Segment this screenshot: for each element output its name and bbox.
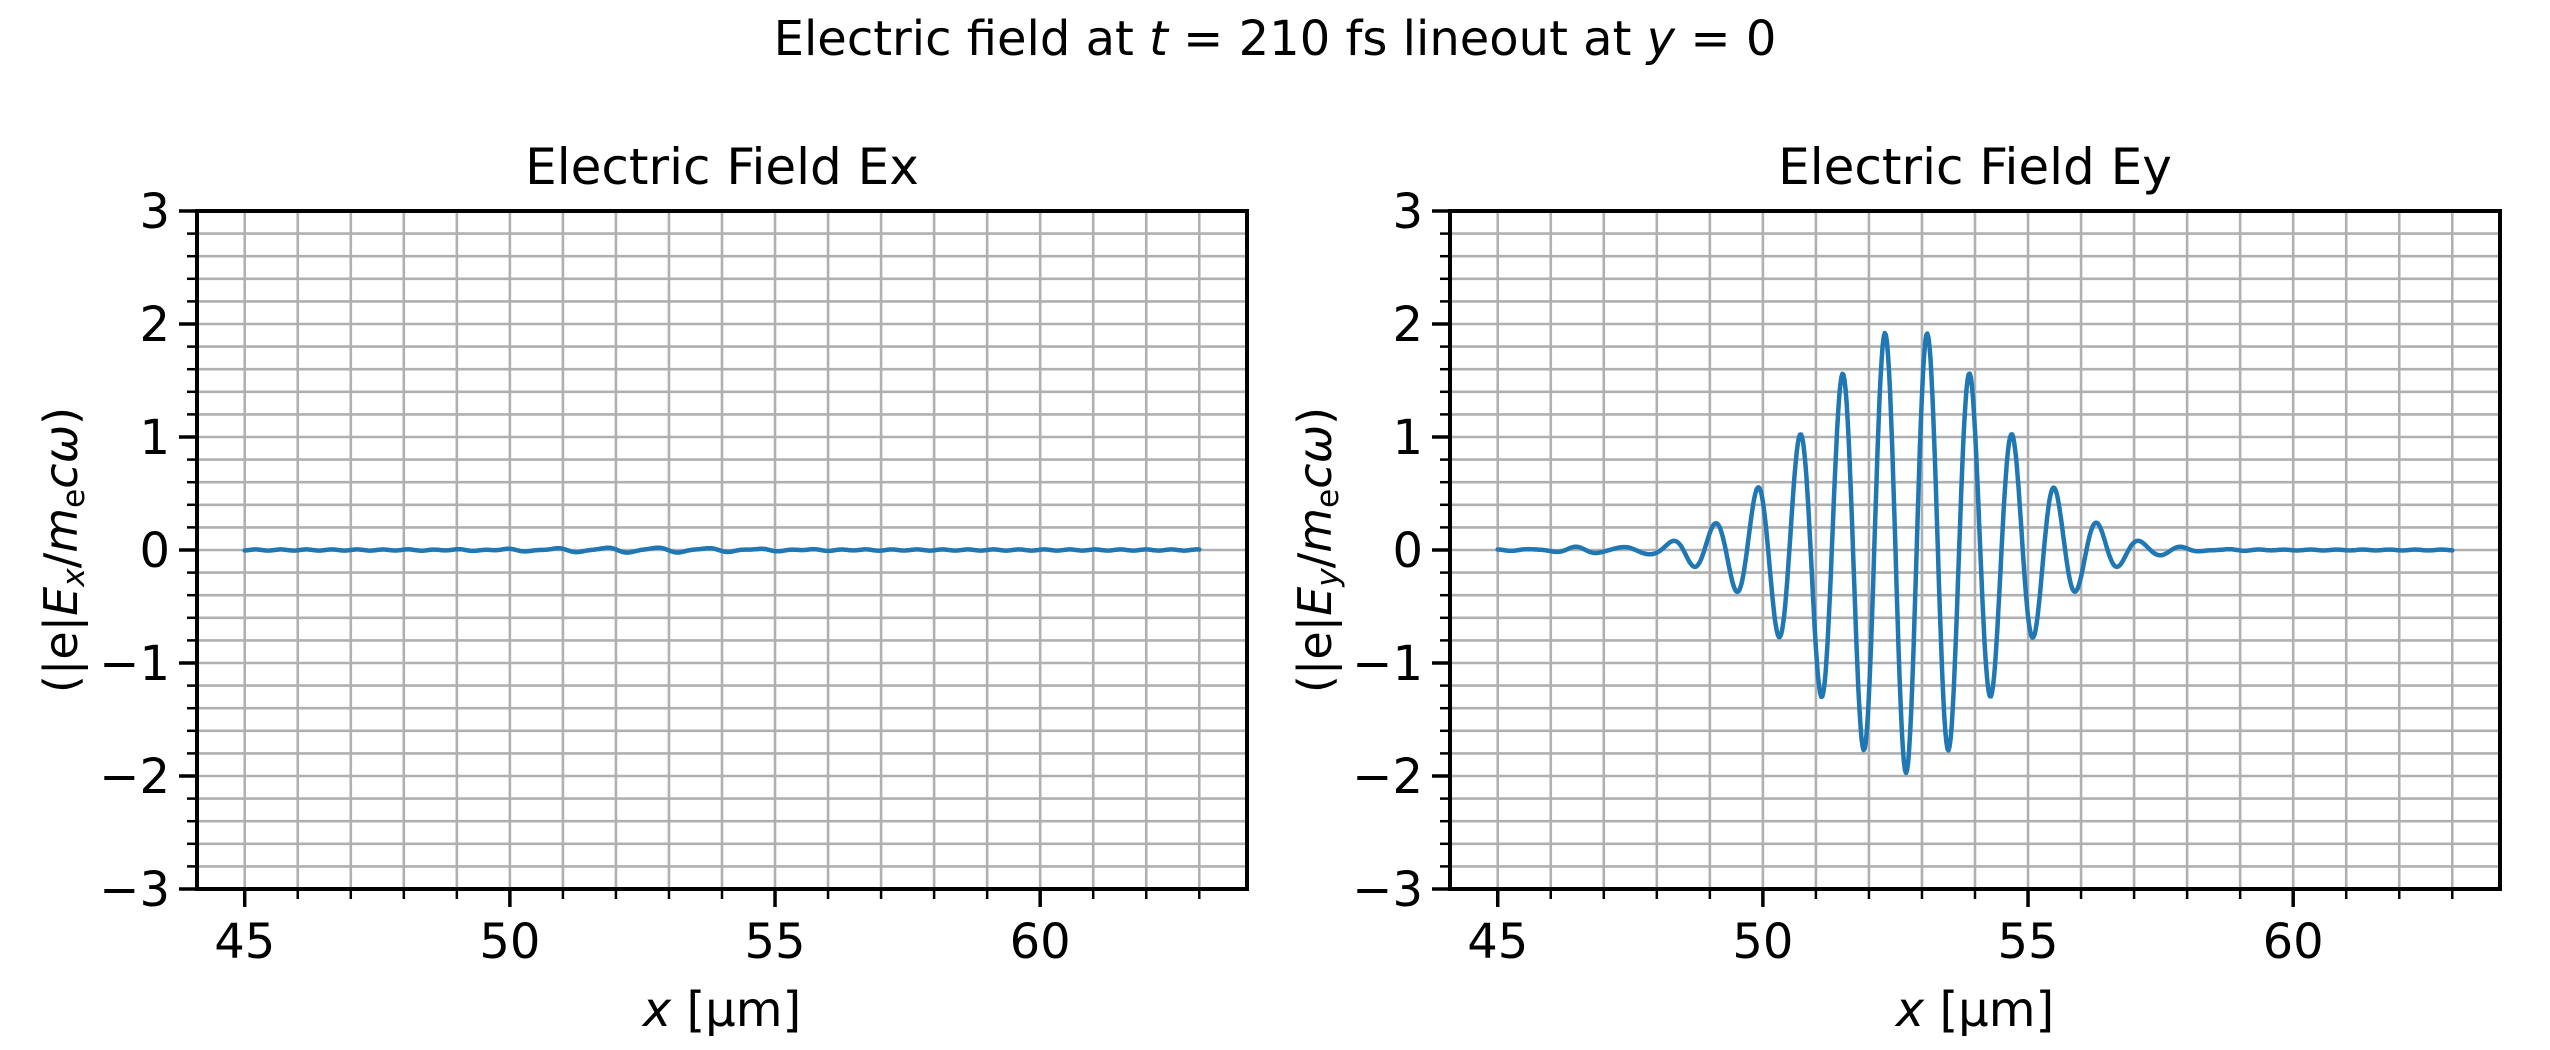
axes-title-ey: Electric Field Ey (1778, 138, 2172, 196)
text-segment: y (1310, 568, 1347, 587)
text-segment: (|e| (34, 615, 89, 694)
text-segment: ω (1288, 424, 1343, 464)
text-segment: m (34, 507, 89, 553)
x-tick-label: 55 (744, 914, 805, 970)
y-tick-label: −1 (99, 636, 170, 692)
y-tick-label: 2 (1392, 297, 1423, 353)
text-segment: = 0 (1675, 11, 1777, 67)
text-segment: e (1310, 488, 1347, 508)
y-tick-label: 1 (139, 410, 170, 466)
subplot-ex: 45 50 55 60 −3 −2 −1 0 1 2 3 (99, 184, 1249, 970)
text-segment: / (1288, 552, 1343, 569)
text-segment: = 210 fs lineout at (1167, 11, 1647, 67)
data-line-ex (242, 545, 1202, 555)
text-segment: (|e| (1288, 615, 1343, 694)
x-tick-label: 55 (1997, 914, 2058, 970)
text-segment: x (56, 568, 93, 587)
x-tick-label: 60 (2263, 914, 2324, 970)
tick-labels-ex: 45 50 55 60 −3 −2 −1 0 1 2 3 (99, 184, 1070, 970)
y-tick-label: 0 (1392, 523, 1423, 579)
y-tick-label: −3 (1352, 862, 1423, 918)
text-segment: y (1646, 11, 1676, 67)
text-segment: c (1288, 463, 1343, 489)
y-tick-label: −1 (1352, 636, 1423, 692)
data-line-ey (1495, 330, 2455, 776)
text-segment: e (56, 488, 93, 508)
tick-labels-ey: 45 50 55 60 −3 −2 −1 0 1 2 3 (1352, 184, 2323, 970)
y-tick-label: −2 (1352, 749, 1423, 805)
y-tick-label: 2 (139, 297, 170, 353)
y-tick-label: 3 (1392, 184, 1423, 240)
x-tick-label: 50 (1732, 914, 1793, 970)
text-segment: Electric field at (773, 11, 1150, 67)
y-tick-label: 0 (139, 523, 170, 579)
text-segment: E (1288, 586, 1343, 616)
y-tick-label: 1 (1392, 410, 1423, 466)
y-axis-label-ex: (|e|Ex/mecω) (34, 200, 93, 900)
text-segment: / (34, 552, 89, 569)
text-segment: c (34, 463, 89, 489)
text-segment: ω (34, 424, 89, 464)
text-segment: E (34, 586, 89, 616)
x-axis-label-ex: x [μm] (197, 985, 1247, 1035)
x-tick-label: 45 (1467, 914, 1528, 970)
x-tick-label: 50 (479, 914, 540, 970)
x-tick-label: 60 (1010, 914, 1071, 970)
x-tick-label: 45 (214, 914, 275, 970)
y-tick-label: −3 (99, 862, 170, 918)
text-segment: [μm] (1924, 982, 2055, 1038)
text-segment: ) (1288, 406, 1343, 425)
text-segment: m (1288, 507, 1343, 553)
text-segment: ) (34, 406, 89, 425)
text-segment: [μm] (671, 982, 802, 1038)
x-axis-label-ey: x [μm] (1450, 985, 2500, 1035)
text-segment: x (642, 982, 672, 1038)
ticks-ey (1432, 209, 2454, 907)
y-axis-label-ey: (|e|Ey/mecω) (1288, 200, 1347, 900)
text-segment: t (1149, 11, 1168, 67)
text-segment: x (1895, 982, 1925, 1038)
ticks-ex (179, 209, 1201, 907)
subplot-ey: 45 50 55 60 −3 −2 −1 0 1 2 3 (1352, 184, 2502, 970)
axes-title-ex: Electric Field Ex (525, 138, 919, 196)
figure-suptitle: Electric field at t = 210 fs lineout at … (0, 14, 2550, 64)
y-tick-label: −2 (99, 749, 170, 805)
y-tick-label: 3 (139, 184, 170, 240)
